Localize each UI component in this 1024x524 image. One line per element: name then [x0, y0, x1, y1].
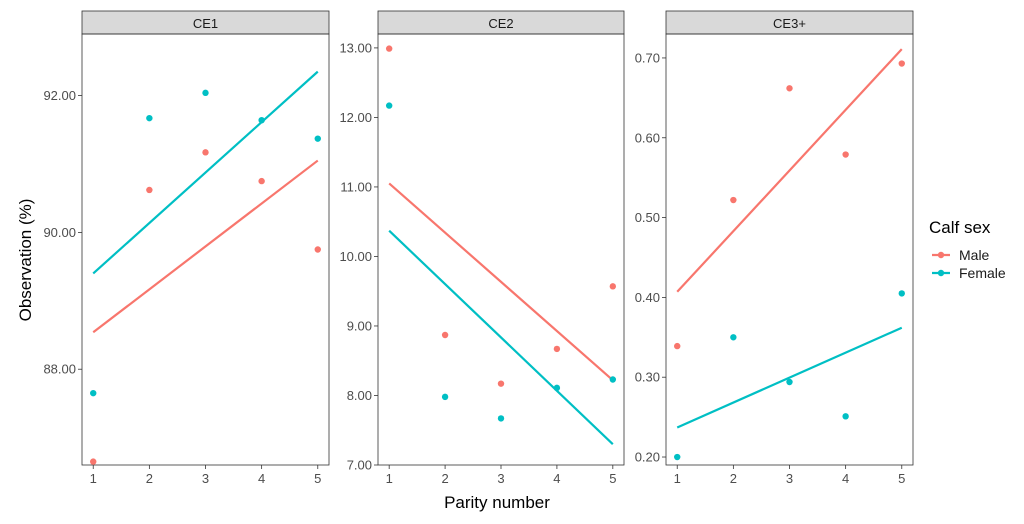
- panel-ce3: CE3+ 0.20 0.30 0.40 0.50 0.60 0.70 1 2 3 4 5: [635, 10, 914, 486]
- data-point-male: [730, 196, 737, 204]
- x-tick-label: 1: [674, 471, 681, 486]
- data-point-female: [609, 376, 617, 383]
- x-tick-label: 1: [90, 471, 97, 486]
- data-point-female: [786, 378, 793, 386]
- data-point-female: [898, 290, 905, 297]
- legend-key-point: [937, 269, 945, 277]
- data-point-male: [497, 380, 505, 387]
- data-point-male: [842, 151, 849, 158]
- data-point-female: [146, 114, 153, 122]
- x-tick-label: 5: [314, 471, 321, 486]
- x-tick-label: 5: [609, 471, 616, 486]
- x-tick-label: 2: [730, 471, 737, 486]
- data-point-male: [898, 60, 905, 67]
- fit-line-female: [388, 229, 614, 445]
- facet-strip-label: CE1: [193, 16, 218, 31]
- x-tick-label: 3: [202, 471, 209, 486]
- y-tick-label: 9.00: [347, 318, 372, 333]
- x-tick-label: 3: [497, 471, 504, 486]
- data-point-male: [314, 246, 321, 253]
- fit-line-male: [388, 182, 614, 382]
- series-female: [674, 290, 905, 461]
- series-male: [674, 48, 905, 350]
- y-tick-label: 0.50: [635, 210, 660, 225]
- series-female: [90, 70, 321, 397]
- data-point-female: [553, 384, 561, 392]
- data-point-female: [842, 413, 849, 420]
- fit-line-female: [676, 326, 903, 429]
- x-tick-label: 4: [258, 471, 265, 486]
- data-point-male: [385, 45, 393, 52]
- x-axis-title: Parity number: [444, 493, 550, 512]
- facet-strip-label: CE3+: [773, 16, 806, 31]
- data-point-female: [385, 102, 393, 109]
- legend-label: Male: [959, 247, 990, 263]
- data-point-male: [146, 186, 153, 194]
- data-point-female: [441, 393, 449, 401]
- data-point-male: [553, 345, 561, 353]
- data-point-male: [441, 331, 449, 339]
- x-tick-label: 1: [386, 471, 393, 486]
- legend-entry-male: Male: [932, 247, 990, 263]
- y-tick-label: 0.20: [635, 450, 660, 465]
- x-tick-label: 5: [898, 471, 905, 486]
- x-tick-label: 2: [146, 471, 153, 486]
- data-point-female: [674, 453, 681, 461]
- y-tick-label: 10.00: [339, 249, 372, 264]
- data-point-female: [258, 117, 265, 124]
- x-tick-label: 4: [842, 471, 849, 486]
- fit-line-male: [676, 48, 903, 293]
- data-point-female: [202, 89, 209, 97]
- data-point-male: [609, 283, 617, 290]
- y-tick-label: 0.40: [635, 290, 660, 305]
- series-male: [90, 149, 321, 465]
- x-tick-label: 2: [441, 471, 448, 486]
- legend-title: Calf sex: [929, 218, 991, 237]
- y-tick-label: 88.00: [43, 362, 76, 377]
- y-tick-label: 7.00: [347, 458, 372, 473]
- legend-key-point: [937, 251, 945, 259]
- y-tick-label: 0.30: [635, 370, 660, 385]
- x-tick-label: 3: [786, 471, 793, 486]
- data-point-female: [314, 135, 321, 142]
- series-female: [385, 102, 617, 445]
- data-point-female: [497, 415, 505, 422]
- y-tick-label: 11.00: [340, 179, 372, 194]
- fit-line-female: [92, 70, 319, 275]
- panel-border: [665, 33, 914, 466]
- fit-line-male: [92, 159, 319, 334]
- y-tick-label: 0.70: [635, 50, 660, 65]
- data-point-male: [674, 342, 681, 350]
- y-tick-label: 0.60: [635, 130, 660, 145]
- y-tick-label: 90.00: [43, 225, 76, 240]
- data-point-male: [258, 177, 265, 185]
- y-tick-label: 8.00: [347, 388, 372, 403]
- y-axis-title: Observation (%): [16, 199, 35, 322]
- panel-border: [377, 33, 625, 466]
- panel-ce2: CE2 7.00 8.00 9.00 10.00 11.00 12.00 13.00 1 2 3 4 5: [339, 10, 625, 486]
- legend-label: Female: [959, 265, 1006, 281]
- data-point-female: [730, 334, 737, 341]
- data-point-male: [90, 458, 97, 465]
- y-tick-label: 92.00: [43, 88, 76, 103]
- data-point-female: [90, 389, 97, 397]
- facet-strip-label: CE2: [488, 16, 513, 31]
- y-tick-label: 13.00: [339, 40, 372, 55]
- series-male: [385, 45, 617, 387]
- panel-ce1: CE1 88.00 90.00 92.00 1 2 3 4 5: [43, 10, 330, 486]
- data-point-male: [786, 85, 793, 92]
- data-point-male: [202, 149, 209, 156]
- x-tick-label: 4: [553, 471, 560, 486]
- legend-entry-female: Female: [932, 265, 1006, 281]
- legend: Calf sex Male Female: [929, 218, 1006, 281]
- y-tick-label: 12.00: [339, 110, 372, 125]
